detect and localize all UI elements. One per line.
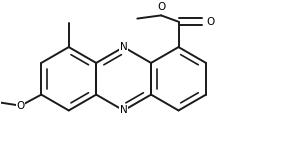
Text: N: N: [120, 42, 128, 52]
Text: O: O: [17, 101, 25, 111]
Text: N: N: [120, 105, 128, 115]
Text: O: O: [206, 17, 215, 27]
Text: O: O: [157, 2, 165, 12]
